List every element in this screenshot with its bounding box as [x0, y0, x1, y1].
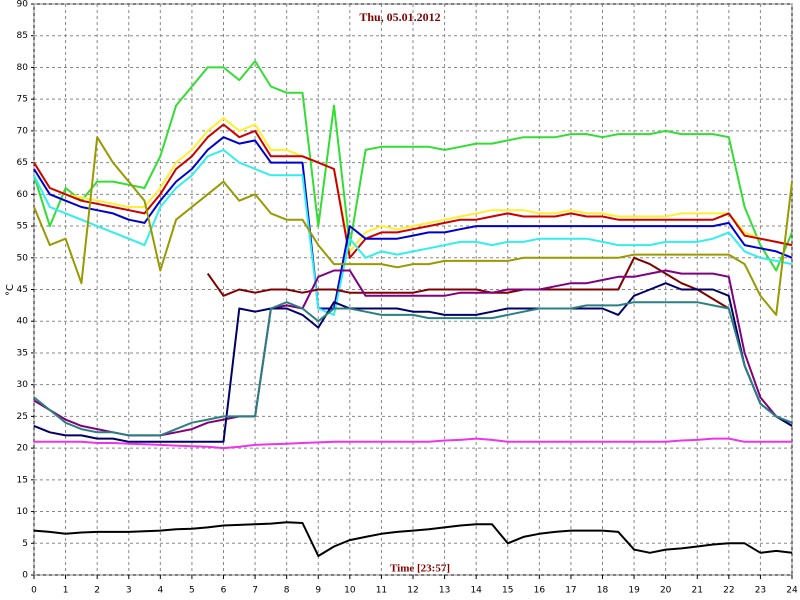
x-tick-label: 6 — [221, 586, 227, 596]
y-tick-label: 50 — [17, 253, 29, 263]
y-tick-label: 35 — [17, 348, 28, 358]
y-tick-label: 55 — [17, 222, 28, 232]
series-line — [33, 521, 793, 557]
y-tick-label: 45 — [17, 285, 28, 295]
x-tick-label: 18 — [597, 586, 609, 596]
series-line — [33, 136, 793, 316]
series-line — [33, 148, 793, 316]
y-axis-label: °C — [5, 284, 16, 296]
x-tick-label: 2 — [94, 586, 100, 596]
y-tick-label: 75 — [17, 95, 28, 105]
x-tick-label: 21 — [692, 586, 703, 596]
series-line — [33, 123, 793, 259]
y-tick-label: 15 — [17, 475, 28, 485]
y-tick-label: 20 — [17, 444, 29, 454]
x-tick-label: 5 — [189, 586, 195, 596]
y-tick-label: 5 — [22, 539, 28, 549]
x-tick-label: 23 — [755, 586, 766, 596]
series-line — [33, 282, 793, 443]
x-tick-label: 1 — [63, 586, 69, 596]
y-tick-label: 80 — [17, 63, 29, 73]
x-tick-label: 22 — [723, 586, 734, 596]
x-tick-label: 3 — [126, 586, 132, 596]
x-tick-label: 4 — [157, 586, 163, 596]
x-tick-label: 14 — [470, 586, 482, 596]
y-tick-label: 25 — [17, 412, 28, 422]
y-tick-label: 70 — [17, 126, 29, 136]
y-tick-label: 85 — [17, 31, 28, 41]
x-tick-label: 20 — [660, 586, 672, 596]
x-tick-label: 12 — [407, 586, 418, 596]
y-tick-label: 30 — [17, 380, 29, 390]
series-line — [33, 136, 793, 310]
x-tick-label: 13 — [439, 586, 450, 596]
x-tick-label: 24 — [786, 586, 798, 596]
x-tick-label: 17 — [565, 586, 576, 596]
x-tick-label: 7 — [252, 586, 258, 596]
x-axis-label: Time [23:57] — [390, 563, 450, 575]
series-line — [206, 256, 730, 310]
x-tick-label: 11 — [376, 586, 387, 596]
y-tick-label: 0 — [22, 571, 28, 581]
series-line — [34, 437, 792, 450]
x-tick-label: 15 — [502, 586, 513, 596]
x-tick-label: 0 — [31, 586, 37, 596]
series-line — [33, 301, 793, 437]
y-tick-label: 60 — [17, 190, 29, 200]
x-tick-label: 8 — [284, 586, 290, 596]
y-tick-label: 10 — [17, 507, 29, 517]
y-tick-label: 90 — [17, 0, 29, 10]
y-tick-label: 65 — [17, 158, 28, 168]
series-line — [33, 60, 793, 272]
x-tick-label: 10 — [344, 586, 356, 596]
x-tick-label: 9 — [315, 586, 321, 596]
x-tick-label: 16 — [534, 586, 546, 596]
chart-title: Thu, 05.01.2012 — [359, 10, 440, 24]
series-line — [33, 117, 793, 253]
y-tick-label: 40 — [17, 317, 29, 327]
x-tick-label: 19 — [628, 586, 640, 596]
